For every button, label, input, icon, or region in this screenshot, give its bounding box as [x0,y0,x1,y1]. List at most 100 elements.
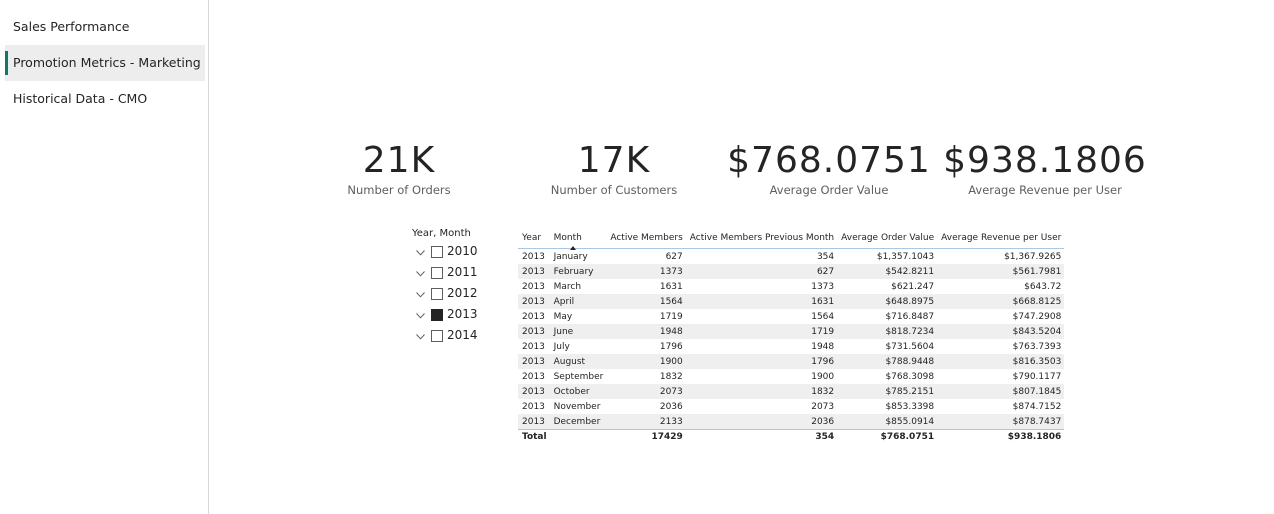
checkbox[interactable] [431,309,443,321]
table-row[interactable]: 2013 July 1796 1948 $731.5604 $763.7393 [518,339,1064,354]
table-cell: 2013 [522,251,545,262]
checkbox[interactable] [431,330,443,342]
chevron-down-icon[interactable] [414,284,426,305]
nav-item-historical-data-cmo[interactable]: Historical Data - CMO [5,81,205,117]
table-cell: 1631 [659,281,683,292]
table-cell: 1832 [685,384,838,399]
table-row[interactable]: 2013 March 1631 1373 $621.247 $643.72 [518,279,1064,294]
slicer-item-label: 2010 [447,244,478,258]
table-cell: 2013 [518,264,550,279]
table-row[interactable]: 2013 February 1373 627 $542.8211 $561.7981 [518,264,1065,279]
slicer-item-2013[interactable]: 2013 [412,305,502,326]
kpi-label: Average Order Value [769,183,889,197]
table-cell: $731.5604 [885,341,935,352]
table-row[interactable]: 2013 April 1564 1631 $648.8975 $668.8125 [518,294,1065,309]
table-row[interactable]: 2013 November 2036 2073 $853.3398 $874.7152 [518,399,1064,414]
column-header-active-members-previous-month[interactable]: Active Members Previous Month [685,228,838,249]
column-header-active-members[interactable]: Active Members [606,228,686,249]
column-header-average-order-value[interactable]: Average Order Value [837,228,938,249]
slicer-item-label: 2012 [447,286,478,300]
table-cell: April [549,294,607,309]
table-cell: $643.72 [1024,281,1062,292]
table-cell: $768.3098 [885,371,935,382]
kpi-value: $938.1806 [943,140,1147,181]
table-cell: 1373 [811,281,835,292]
table-cell: $561.7981 [937,264,1065,279]
table-cell: 2013 [518,294,550,309]
nav-item-promotion-metrics-marketing[interactable]: Promotion Metrics - Marketing [5,45,205,81]
table-cell: 1832 [659,371,683,382]
kpi-card-average-order-value[interactable]: $768.0751 Average Order Value [724,139,934,197]
table-cell: 2073 [606,384,686,399]
table-cell: $874.7152 [1012,401,1062,412]
table-row[interactable]: 2013 September 1832 1900 $768.3098 $790.1177 [518,369,1064,384]
table-cell: January [553,251,588,262]
table-cell: 2133 [606,414,686,430]
table-cell: $816.3503 [937,354,1065,369]
table-row[interactable]: 2013 January 627 354 $1,357.1043 $1,367.9265 [518,249,1064,265]
table-cell: $855.0914 [837,414,938,430]
table-cell: May [553,311,573,322]
chevron-down-icon[interactable] [414,263,426,284]
kpi-card-average-revenue-per-user[interactable]: $938.1806 Average Revenue per User [940,139,1150,197]
kpi-label: Average Revenue per User [968,183,1122,197]
slicer-item-2012[interactable]: 2012 [412,284,502,305]
table-cell: March [553,281,582,292]
table-cell: 2013 [518,414,550,430]
table-row[interactable]: 2013 June 1948 1719 $818.7234 $843.5204 [518,324,1065,339]
table-cell: 1900 [606,354,686,369]
table-cell: 2073 [811,401,835,412]
chevron-down-icon[interactable] [414,305,426,326]
column-header-average-revenue-per-user[interactable]: Average Revenue per User [937,228,1065,249]
checkbox[interactable] [431,288,443,300]
table-cell: 1564 [606,294,686,309]
chevron-down-icon[interactable] [414,242,426,263]
kpi-label: Number of Customers [550,183,678,197]
table-cell: $790.1177 [1012,371,1062,382]
table-cell: 1796 [659,341,683,352]
table-cell: 1719 [685,324,838,339]
table-row[interactable]: 2013 May 1719 1564 $716.8487 $747.2908 [518,309,1064,324]
column-header-label: Month [553,233,582,243]
table-cell: August [549,354,607,369]
table-cell: $1,367.9265 [1004,251,1062,262]
table-cell: $807.1845 [937,384,1065,399]
table-cell: December [549,414,607,430]
table-row[interactable]: 2013 December 2133 2036 $855.0914 $878.7437 [518,414,1065,430]
table-cell: 2013 [522,311,545,322]
table-total-row: Total 17429 354 $768.0751 $938.1806 [518,429,1065,444]
table-cell: 2013 [522,341,545,352]
table-cell: 1900 [811,371,835,382]
table-row[interactable]: 2013 August 1900 1796 $788.9448 $816.3503 [518,354,1065,369]
table-row[interactable]: 2013 October 2073 1832 $785.2151 $807.1845 [518,384,1065,399]
year-month-slicer: Year, Month 2010 2011 2012 2013 2014 [412,226,502,347]
table-cell: October [549,384,607,399]
total-cell: $938.1806 [937,429,1065,444]
nav-item-sales-performance[interactable]: Sales Performance [5,9,205,45]
table-cell: 1948 [811,341,835,352]
checkbox[interactable] [431,246,443,258]
total-cell: Total [518,429,550,444]
table-cell: 2013 [522,401,545,412]
table-cell: July [553,341,570,352]
table-cell: $747.2908 [1012,311,1062,322]
table-cell: 1564 [811,311,835,322]
slicer-item-2014[interactable]: 2014 [412,326,502,347]
checkbox[interactable] [431,267,443,279]
column-header-year[interactable]: Year [518,228,550,249]
slicer-item-2010[interactable]: 2010 [412,242,502,263]
table-cell: 627 [665,251,683,262]
table-cell: November [553,401,601,412]
table-cell: June [549,324,607,339]
chevron-down-icon[interactable] [414,326,426,347]
table-cell: $1,357.1043 [876,251,935,262]
table-cell: $818.7234 [837,324,938,339]
total-cell: 17429 [606,429,686,444]
nav-item-label: Historical Data - CMO [13,91,148,106]
column-header-month[interactable]: Month [549,228,607,250]
slicer-item-2011[interactable]: 2011 [412,263,502,284]
kpi-value: 17K [577,140,651,181]
table-cell: 2013 [518,354,550,369]
kpi-card-number-of-customers[interactable]: 17K Number of Customers [534,139,694,197]
kpi-card-number-of-orders[interactable]: 21K Number of Orders [319,139,479,197]
